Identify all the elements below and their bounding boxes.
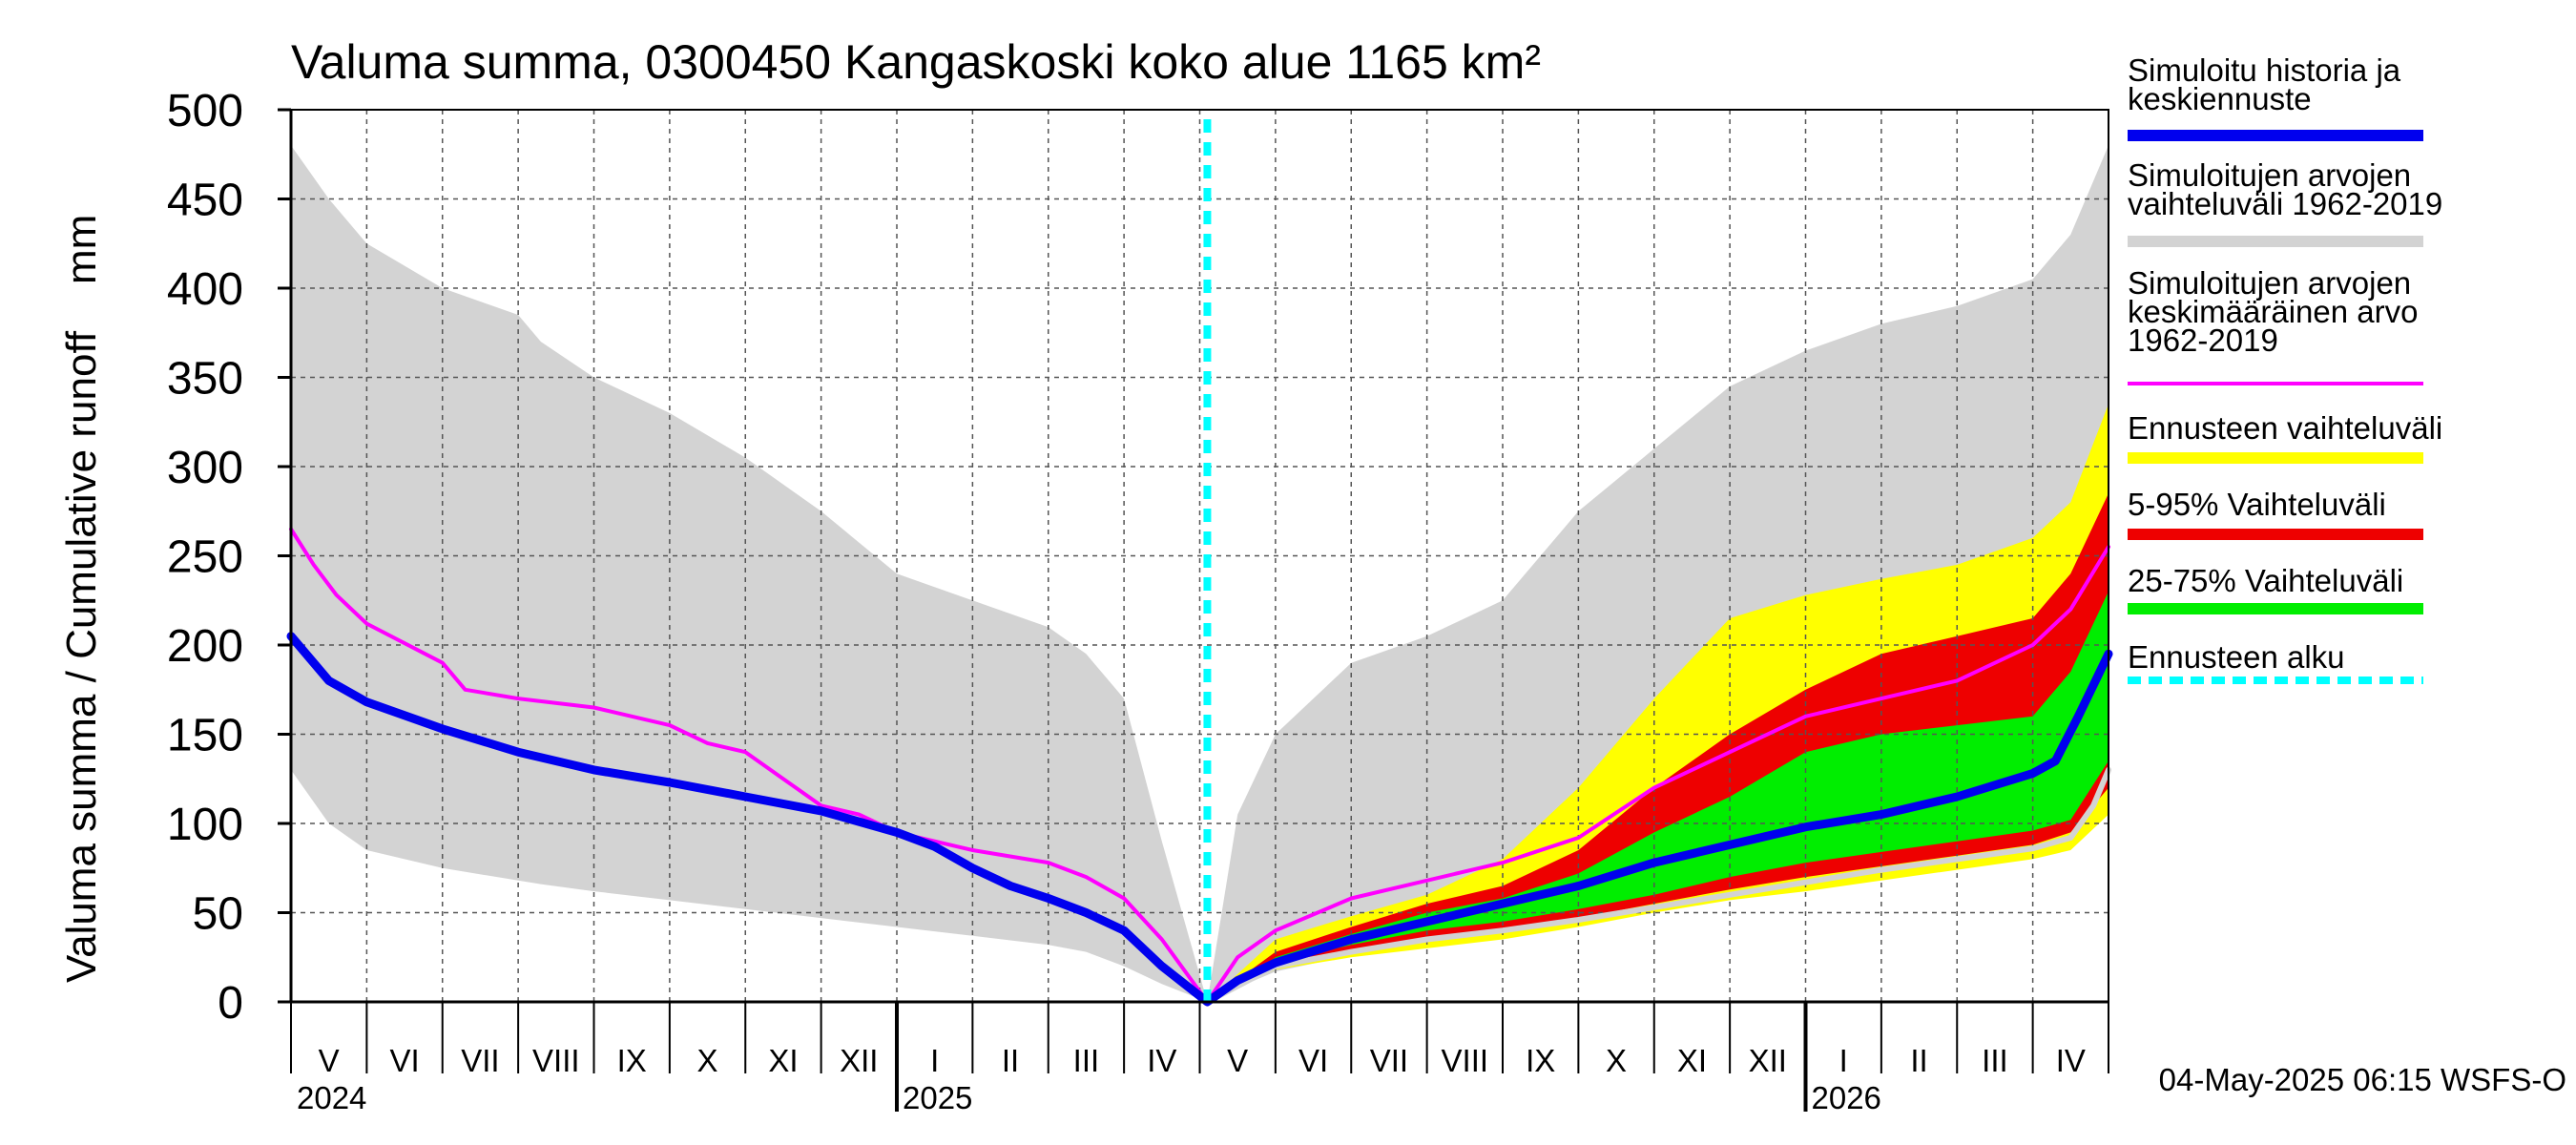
y-tick-label: 50 <box>193 889 243 940</box>
month-label: II <box>1910 1043 1927 1078</box>
y-tick-label: 250 <box>167 532 243 583</box>
month-label: XI <box>1677 1043 1707 1078</box>
y-tick-label: 0 <box>218 978 243 1029</box>
month-label: VI <box>389 1043 419 1078</box>
month-label: VIII <box>1442 1043 1489 1078</box>
month-label: II <box>1002 1043 1019 1078</box>
legend-label: Simuloitu historia ja <box>2128 52 2401 88</box>
month-label: IV <box>2056 1043 2086 1078</box>
legend-item: 25-75% Vaihteluväli <box>2128 563 2423 614</box>
legend-label: Simuloitujen arvojen <box>2128 265 2411 301</box>
p25-75-band <box>1207 591 2109 1002</box>
y-tick-label: 500 <box>167 86 243 136</box>
month-label: V <box>1227 1043 1248 1078</box>
mean-line <box>289 527 2110 1004</box>
median-forecast-line <box>1204 766 2111 1005</box>
y-tick-label: 350 <box>167 354 243 405</box>
y-tick-label: 100 <box>167 800 243 850</box>
month-label: XII <box>840 1043 878 1078</box>
legend-label: Ennusteen alku <box>2128 639 2345 675</box>
chart-title: Valuma summa, 0300450 Kangaskoski koko a… <box>291 35 1541 89</box>
legend-label: Ennusteen vaihteluväli <box>2128 410 2442 446</box>
month-label: I <box>1839 1043 1848 1078</box>
legend-item: 5-95% Vaihteluväli <box>2128 487 2423 540</box>
month-label: XII <box>1749 1043 1787 1078</box>
year-label: 2025 <box>903 1080 972 1115</box>
legend-label: 25-75% Vaihteluväli <box>2128 563 2403 598</box>
month-label: V <box>319 1043 340 1078</box>
timestamp: 04-May-2025 06:15 WSFS-O <box>2159 1062 2566 1097</box>
legend-item: Ennusteen alku <box>2128 639 2423 684</box>
legend-label: keskimääräinen arvo <box>2128 294 2418 329</box>
month-label: IX <box>1526 1043 1555 1078</box>
month-label: X <box>1606 1043 1627 1078</box>
legend-label: Simuloitujen arvojen <box>2128 157 2411 193</box>
y-tick-label: 400 <box>167 264 243 315</box>
y-tick-label: 150 <box>167 711 243 761</box>
legend-item: Ennusteen vaihteluväli <box>2128 410 2442 464</box>
legend-label: vaihteluväli 1962-2019 <box>2128 186 2442 221</box>
month-label: X <box>697 1043 718 1078</box>
y-tick-label: 450 <box>167 176 243 226</box>
y-tick-label: 300 <box>167 443 243 493</box>
y-tick-label: 200 <box>167 621 243 672</box>
month-label: VII <box>1370 1043 1408 1078</box>
legend-label: keskiennuste <box>2128 81 2312 116</box>
year-label: 2026 <box>1812 1080 1881 1115</box>
month-label: I <box>930 1043 939 1078</box>
month-label: III <box>1982 1043 2008 1078</box>
legend-label: 1962-2019 <box>2128 323 2278 358</box>
y-axis-label: Valuma summa / Cumulative runoff mm <box>58 215 105 983</box>
month-label: VI <box>1298 1043 1328 1078</box>
month-label: IX <box>617 1043 647 1078</box>
month-label: III <box>1073 1043 1100 1078</box>
year-label: 2024 <box>297 1080 366 1115</box>
month-label: VII <box>461 1043 499 1078</box>
simulated-line <box>286 632 2113 1007</box>
month-label: VIII <box>532 1043 580 1078</box>
month-label: XI <box>768 1043 798 1078</box>
month-label: IV <box>1147 1043 1176 1078</box>
legend-label: 5-95% Vaihteluväli <box>2128 487 2386 522</box>
